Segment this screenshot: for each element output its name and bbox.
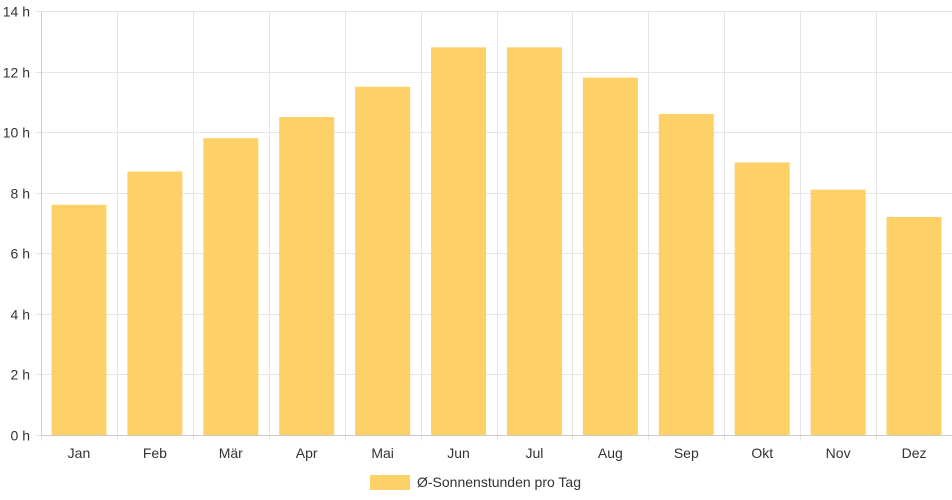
y-tick-label: 14 h (3, 4, 30, 20)
bar-jul[interactable] (506, 47, 562, 435)
axes: 0 h 2 h 4 h 6 h 8 h 10 h 12 h 14 h Jan Feb Mär Apr M… (3, 4, 952, 461)
bar-dez[interactable] (886, 216, 942, 435)
x-tick-label: Jan (68, 445, 91, 461)
bar-feb[interactable] (127, 171, 183, 435)
y-tick-label: 0 h (11, 428, 30, 444)
x-tick-label: Jun (447, 445, 470, 461)
bars (51, 47, 942, 435)
y-tick-label: 4 h (11, 307, 30, 323)
bar-jun[interactable] (431, 47, 487, 435)
x-tick-label: Mär (219, 445, 243, 461)
bar-jan[interactable] (51, 204, 107, 435)
x-tick-label: Feb (143, 445, 167, 461)
y-tick-label: 12 h (3, 65, 30, 81)
bar-sep[interactable] (658, 113, 714, 435)
bar-aug[interactable] (582, 77, 638, 435)
bar-mai[interactable] (355, 86, 411, 435)
legend-swatch[interactable] (370, 475, 410, 490)
y-tick-label: 8 h (11, 186, 30, 202)
x-tick-label: Apr (296, 445, 318, 461)
y-tick-label: 6 h (11, 246, 30, 262)
x-tick-label: Mai (371, 445, 394, 461)
x-tick-label: Okt (751, 445, 773, 461)
bar-okt[interactable] (734, 162, 790, 435)
y-tick-label: 10 h (3, 125, 30, 141)
grid-lines (41, 11, 952, 441)
x-tick-label: Aug (598, 445, 623, 461)
legend-label[interactable]: Ø-Sonnenstunden pro Tag (417, 474, 581, 490)
x-tick-label: Dez (902, 445, 927, 461)
bar-apr[interactable] (279, 117, 335, 435)
legend[interactable]: Ø-Sonnenstunden pro Tag (370, 474, 581, 490)
y-tick-label: 2 h (11, 367, 30, 383)
x-tick-label: Sep (674, 445, 699, 461)
bar-mär[interactable] (203, 138, 259, 435)
x-tick-label: Jul (526, 445, 544, 461)
bar-nov[interactable] (810, 189, 866, 435)
x-tick-label: Nov (826, 445, 851, 461)
